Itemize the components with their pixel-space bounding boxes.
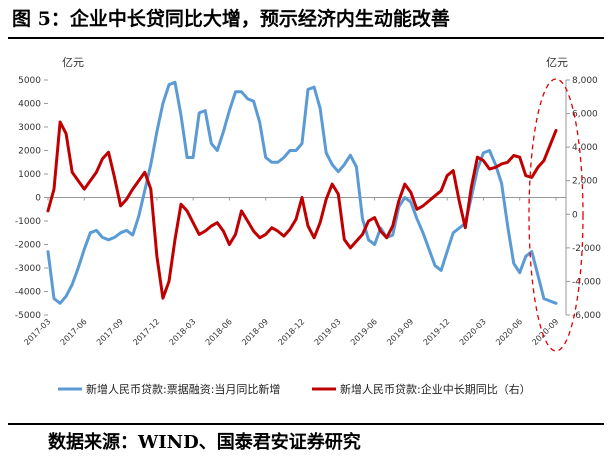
left-tick-label: 3000: [18, 123, 41, 133]
left-tick-label: -2000: [15, 241, 41, 251]
x-tick-label: 2018-12: [276, 317, 306, 347]
legend-label-bill-financing: 新增人民币贷款:票据融资:当月同比新增: [86, 382, 280, 396]
right-tick-label: 8,000: [572, 76, 598, 86]
title-divider: [8, 37, 604, 39]
legend-label-corporate-long-term-loans: 新增人民币贷款:企业中长期同比（右）: [340, 382, 531, 396]
legend: 新增人民币贷款:票据融资:当月同比新增 新增人民币贷款:企业中长期同比（右）: [58, 382, 531, 396]
right-tick-label: -2,000: [572, 244, 601, 254]
x-tick-label: 2019-09: [385, 317, 415, 347]
x-axis-ticks: 2017-03 2017-06 2017-09 2017-12 2018-03 2018-…: [22, 197, 560, 347]
chart-title: 图 5：企业中长贷同比大增，预示经济内生动能改善: [12, 8, 450, 30]
left-tick-label: 5000: [18, 76, 41, 86]
right-tick-label: -4,000: [572, 277, 601, 287]
left-tick-label: -5000: [15, 311, 41, 321]
data-source: 数据来源：WIND、国泰君安证券研究: [48, 432, 361, 453]
right-tick-label: -6,000: [572, 311, 601, 321]
x-tick-label: 2019-12: [422, 317, 452, 347]
left-tick-label: 4000: [18, 100, 41, 110]
left-axis-unit: 亿元: [62, 56, 84, 69]
left-tick-label: 0: [35, 194, 41, 204]
x-tick-label: 2020-09: [530, 317, 560, 347]
right-tick-label: 4,000: [572, 143, 598, 153]
left-axis-ticks: 5000 4000 3000 2000 1000 0 -1000 -2000 -3000 -400…: [15, 76, 48, 321]
left-tick-label: 1000: [18, 170, 41, 180]
x-tick-label: 2017-09: [95, 317, 125, 347]
x-tick-label: 2019-03: [313, 317, 343, 347]
right-tick-label: 0: [572, 210, 578, 220]
x-tick-label: 2017-03: [22, 317, 52, 347]
right-tick-label: 2,000: [572, 177, 598, 187]
right-axis-unit: 亿元: [546, 56, 568, 69]
x-tick-label: 2019-06: [349, 317, 379, 347]
highlight-ellipse: [528, 78, 584, 352]
series-line-bill-financing: [46, 80, 558, 305]
left-tick-label: 2000: [18, 147, 41, 157]
source-divider: [8, 423, 604, 425]
x-tick-label: 2018-09: [240, 317, 270, 347]
x-tick-label: 2017-12: [131, 317, 161, 347]
right-axis-ticks: 8,000 6,000 4,000 2,000 0 -2,000 -4,000 -6,000: [566, 76, 601, 321]
x-tick-label: 2018-03: [168, 317, 198, 347]
x-tick-label: 2017-06: [59, 317, 89, 347]
right-tick-label: 6,000: [572, 110, 598, 120]
x-tick-label: 2018-06: [204, 317, 234, 347]
x-tick-label: 2020-06: [494, 317, 524, 347]
series-line-corporate-long-term-loans: [46, 120, 558, 300]
left-tick-label: -1000: [15, 217, 41, 227]
x-tick-label: 2020-03: [458, 317, 488, 347]
left-tick-label: -4000: [15, 288, 41, 298]
left-tick-label: -3000: [15, 264, 41, 274]
